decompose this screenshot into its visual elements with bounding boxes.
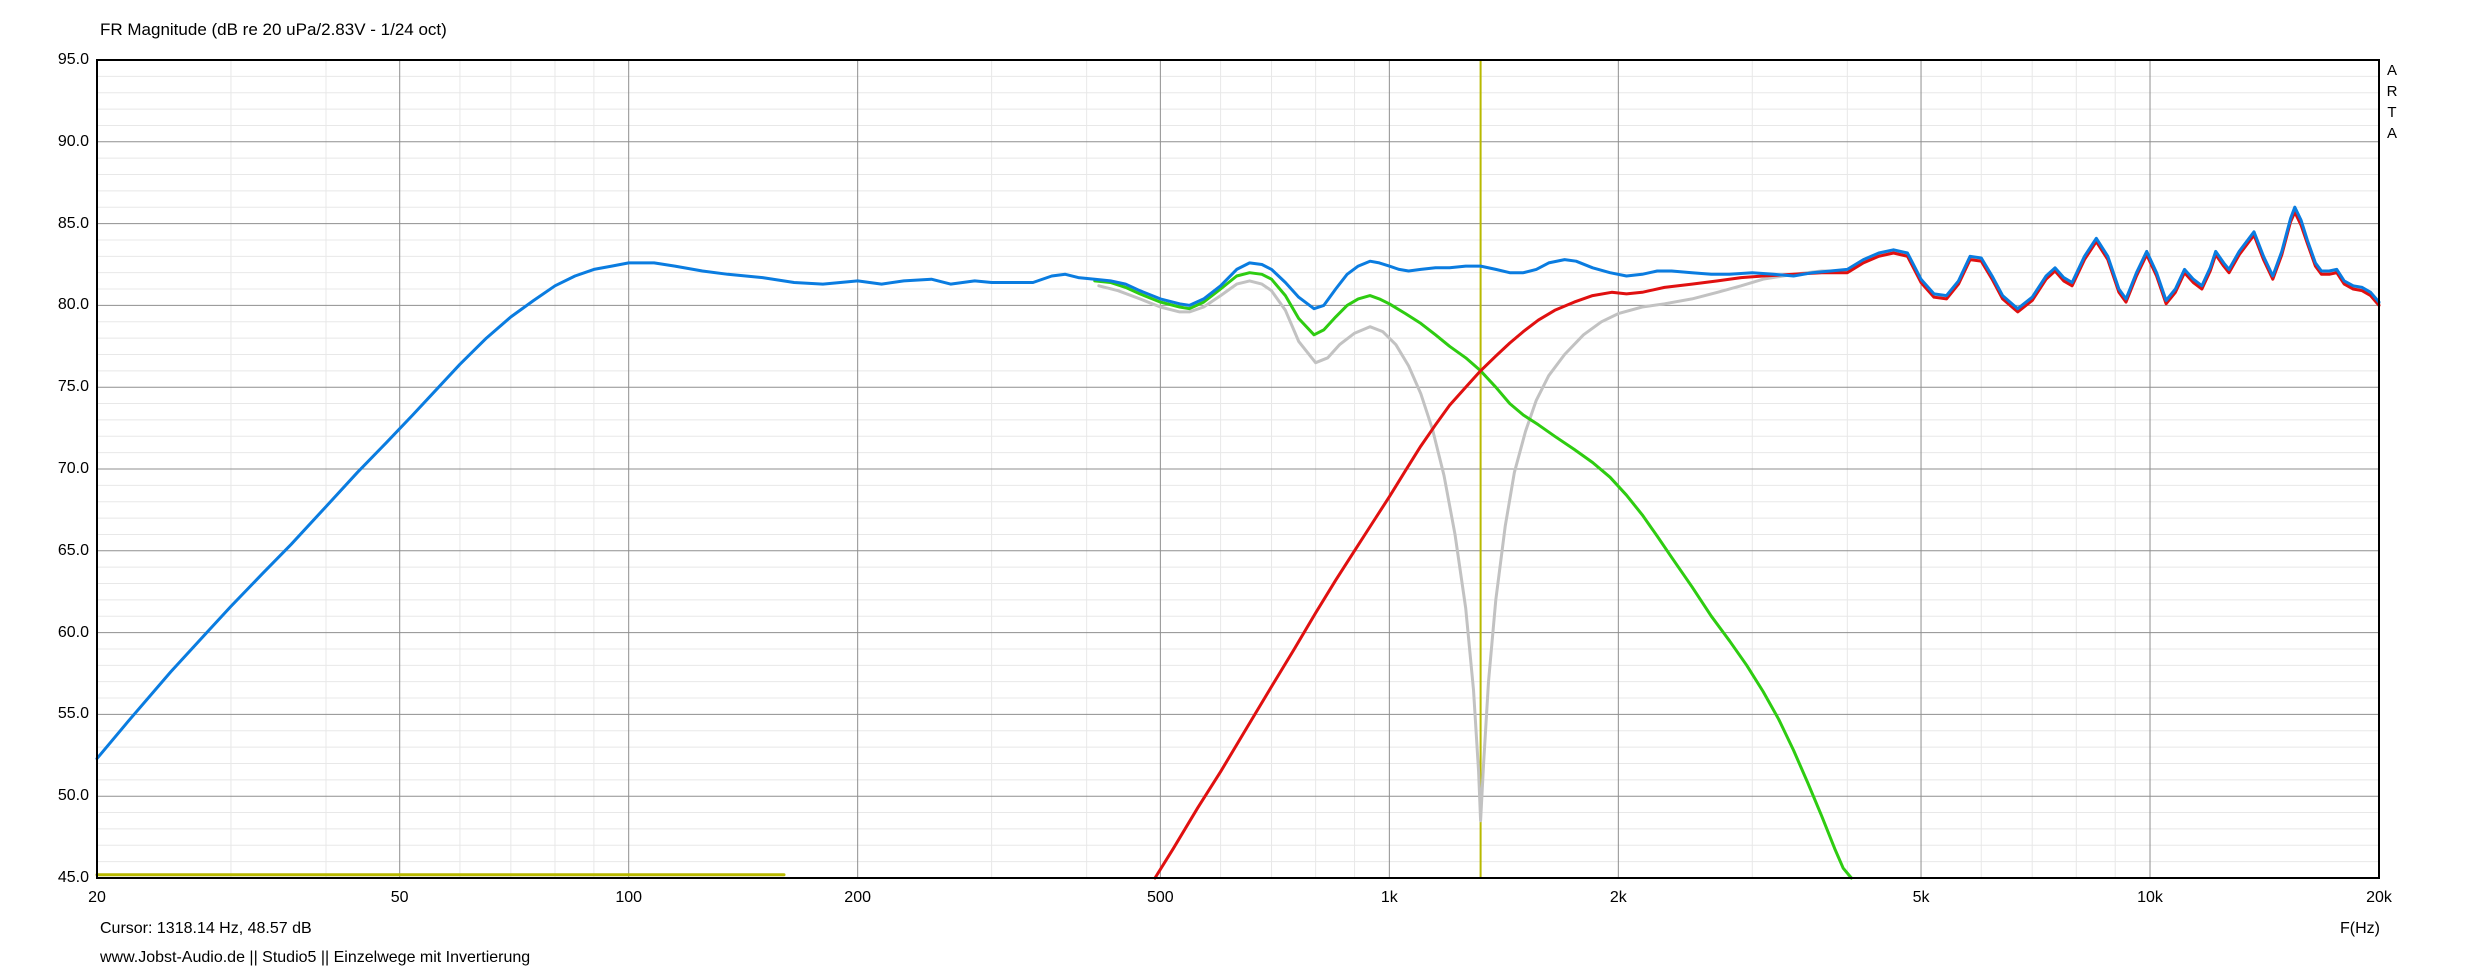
y-tick-label: 80.0: [57, 296, 89, 314]
cursor-readout: Cursor: 1318.14 Hz, 48.57 dB: [100, 920, 312, 937]
y-tick-label: 75.0: [57, 378, 89, 396]
x-tick-label: 20: [88, 889, 106, 906]
y-tick-label: 55.0: [57, 705, 89, 723]
y-tick-label: 45.0: [57, 869, 89, 886]
y-tick-label: 85.0: [57, 214, 89, 232]
chart-title: FR Magnitude (dB re 20 uPa/2.83V - 1/24 …: [100, 20, 447, 39]
x-axis-unit-label: F(Hz): [2340, 920, 2380, 937]
y-tick-label: 70.0: [57, 460, 89, 477]
x-tick-label: 1k: [1380, 889, 1398, 906]
y-tick-label: 65.0: [57, 541, 89, 559]
x-tick-label: 5k: [1912, 889, 1930, 906]
x-tick-label: 50: [390, 889, 409, 906]
x-tick-label: 200: [844, 889, 871, 906]
arta-watermark: A R T A: [2386, 62, 2398, 142]
curve-midwoofer-way: [1093, 271, 1853, 880]
plot-frame: [96, 59, 2380, 879]
x-tick-label: 10k: [2137, 889, 2163, 906]
curve-summed-response: [95, 205, 2381, 761]
footer-note: www.Jobst-Audio.de || Studio5 || Einzelw…: [100, 949, 531, 966]
y-tick-label: 95.0: [57, 51, 89, 68]
x-tick-label: 2k: [1609, 889, 1627, 906]
y-tick-label: 60.0: [57, 623, 89, 641]
y-tick-label: 50.0: [57, 787, 89, 805]
y-tick-label: 90.0: [57, 132, 89, 150]
x-tick-label: 500: [1147, 889, 1174, 906]
x-tick-label: 100: [615, 889, 643, 906]
x-tick-label: 20k: [2366, 889, 2392, 906]
